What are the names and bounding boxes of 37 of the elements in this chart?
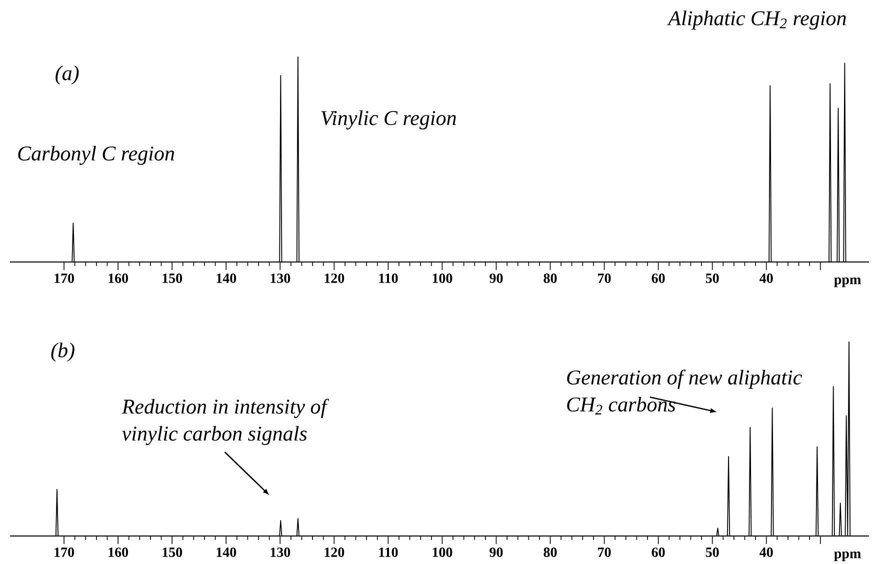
x-tick-label: 50 xyxy=(706,547,719,557)
x-tick-label: 40 xyxy=(760,273,773,283)
x-tick-label: 60 xyxy=(652,273,665,283)
annotation: (a) xyxy=(56,65,79,84)
x-tick-label: 150 xyxy=(162,547,182,557)
x-axis-title: ppm xyxy=(834,551,861,561)
x-tick-label: 140 xyxy=(216,547,236,557)
x-tick-label: 120 xyxy=(324,273,344,283)
x-tick-label: 160 xyxy=(108,547,128,557)
x-tick-label: 130 xyxy=(270,273,290,283)
annotation: (b) xyxy=(51,342,74,362)
x-tick-label: 70 xyxy=(598,547,611,557)
x-tick-label: 80 xyxy=(544,547,557,557)
annotation: Vinylic C region xyxy=(321,110,456,130)
x-tick-label: 40 xyxy=(760,547,773,557)
text: Aliphatic CH$_{2}$ region xyxy=(667,10,846,30)
x-tick-label: 100 xyxy=(432,547,452,557)
annotation: Generation of new aliphatic CH$_{2}$ carbons xyxy=(567,369,802,414)
x-tick-label: 120 xyxy=(324,547,344,557)
x-tick-label: 170 xyxy=(54,273,74,283)
x-tick-label: 160 xyxy=(108,273,128,283)
annotation: Carbonyl C region xyxy=(18,146,174,165)
x-tick-label: 150 xyxy=(162,273,182,283)
x-tick-label: 100 xyxy=(432,273,452,283)
x-tick-label: 110 xyxy=(379,547,398,557)
x-tick-label: 140 xyxy=(216,273,236,283)
annotation: Reduction in intensity of vinylic carbon signals xyxy=(122,398,330,445)
x-tick-label: 90 xyxy=(490,547,503,557)
x-tick-label: 60 xyxy=(652,547,665,557)
x-tick-label: 170 xyxy=(54,547,74,557)
x-tick-label: 70 xyxy=(598,273,611,283)
x-tick-label: 130 xyxy=(270,547,290,557)
x-tick-label: 50 xyxy=(706,273,719,283)
x-tick-label: 80 xyxy=(544,273,557,283)
x-axis-title: ppm xyxy=(834,277,861,287)
x-tick-label: 110 xyxy=(379,273,398,283)
x-tick-label: 90 xyxy=(490,273,503,283)
